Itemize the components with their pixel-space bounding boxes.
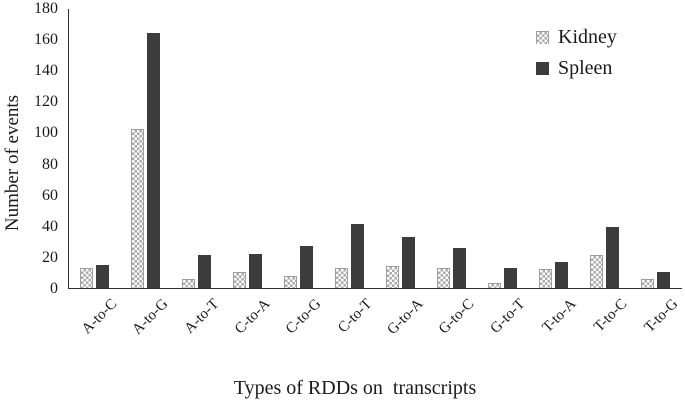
legend-item-kidney: Kidney: [536, 27, 617, 47]
bar-kidney-g-to-c: [437, 267, 451, 288]
bar-kidney-a-to-c: [80, 267, 94, 288]
bar-spleen-t-to-c: [606, 227, 620, 288]
bar-spleen-a-to-g: [147, 32, 161, 288]
y-tick-label-180: 180: [34, 0, 58, 17]
bar-spleen-t-to-g: [657, 272, 671, 288]
y-tick-label-140: 140: [34, 62, 58, 80]
y-tick-label-40: 40: [42, 217, 58, 235]
bar-kidney-t-to-c: [590, 255, 604, 288]
y-tick-label-60: 60: [42, 186, 58, 204]
bar-kidney-t-to-g: [641, 278, 655, 288]
legend-swatch-spleen: [536, 61, 549, 75]
bar-spleen-g-to-a: [402, 236, 416, 288]
y-tick-label-80: 80: [42, 155, 58, 173]
bar-spleen-c-to-t: [351, 224, 365, 288]
bar-kidney-a-to-g: [131, 129, 145, 288]
bar-kidney-c-to-g: [284, 275, 298, 288]
plot-area: [68, 9, 682, 289]
bar-spleen-a-to-t: [198, 255, 212, 288]
x-tick-label-t-to-c: T-to-C: [591, 296, 631, 336]
bar-kidney-t-to-a: [539, 269, 553, 288]
x-tick-label-a-to-t: A-to-T: [181, 296, 222, 337]
x-tick-label-t-to-g: T-to-G: [641, 296, 682, 336]
bar-kidney-g-to-a: [386, 266, 400, 288]
bar-kidney-c-to-a: [233, 272, 247, 288]
bar-spleen-g-to-c: [453, 247, 467, 288]
bar-kidney-g-to-t: [488, 283, 502, 288]
bar-kidney-a-to-t: [182, 278, 196, 288]
legend-label-spleen: Spleen: [558, 57, 613, 79]
bar-spleen-c-to-a: [249, 253, 263, 288]
x-tick-label-g-to-t: G-to-T: [487, 296, 529, 337]
x-tick-label-c-to-t: C-to-T: [334, 296, 376, 337]
x-tick-label-g-to-a: G-to-A: [384, 296, 427, 338]
legend-swatch-kidney: [536, 30, 549, 44]
x-tick-label-c-to-a: C-to-A: [231, 296, 273, 338]
x-axis-title: Types of RDDs on transcripts: [233, 377, 477, 399]
legend: Kidney Spleen: [536, 27, 617, 89]
x-tick-label-a-to-g: A-to-G: [128, 296, 171, 338]
x-tick-label-a-to-c: A-to-C: [78, 296, 120, 338]
x-tick-label-c-to-g: C-to-G: [282, 296, 325, 338]
bar-spleen-c-to-g: [300, 246, 314, 288]
legend-item-spleen: Spleen: [536, 58, 617, 78]
y-tick-label-20: 20: [42, 248, 58, 266]
y-tick-label-120: 120: [34, 93, 58, 111]
y-tick-label-160: 160: [34, 31, 58, 49]
bar-spleen-t-to-a: [555, 261, 569, 288]
bar-kidney-c-to-t: [335, 267, 349, 288]
x-tick-label-g-to-c: G-to-C: [435, 296, 478, 338]
legend-label-kidney: Kidney: [558, 26, 617, 48]
bar-spleen-g-to-t: [504, 267, 518, 288]
x-tick-label-t-to-a: T-to-A: [539, 296, 580, 336]
y-tick-label-100: 100: [34, 124, 58, 142]
y-tick-label-0: 0: [50, 280, 58, 297]
bar-spleen-a-to-c: [96, 264, 110, 288]
